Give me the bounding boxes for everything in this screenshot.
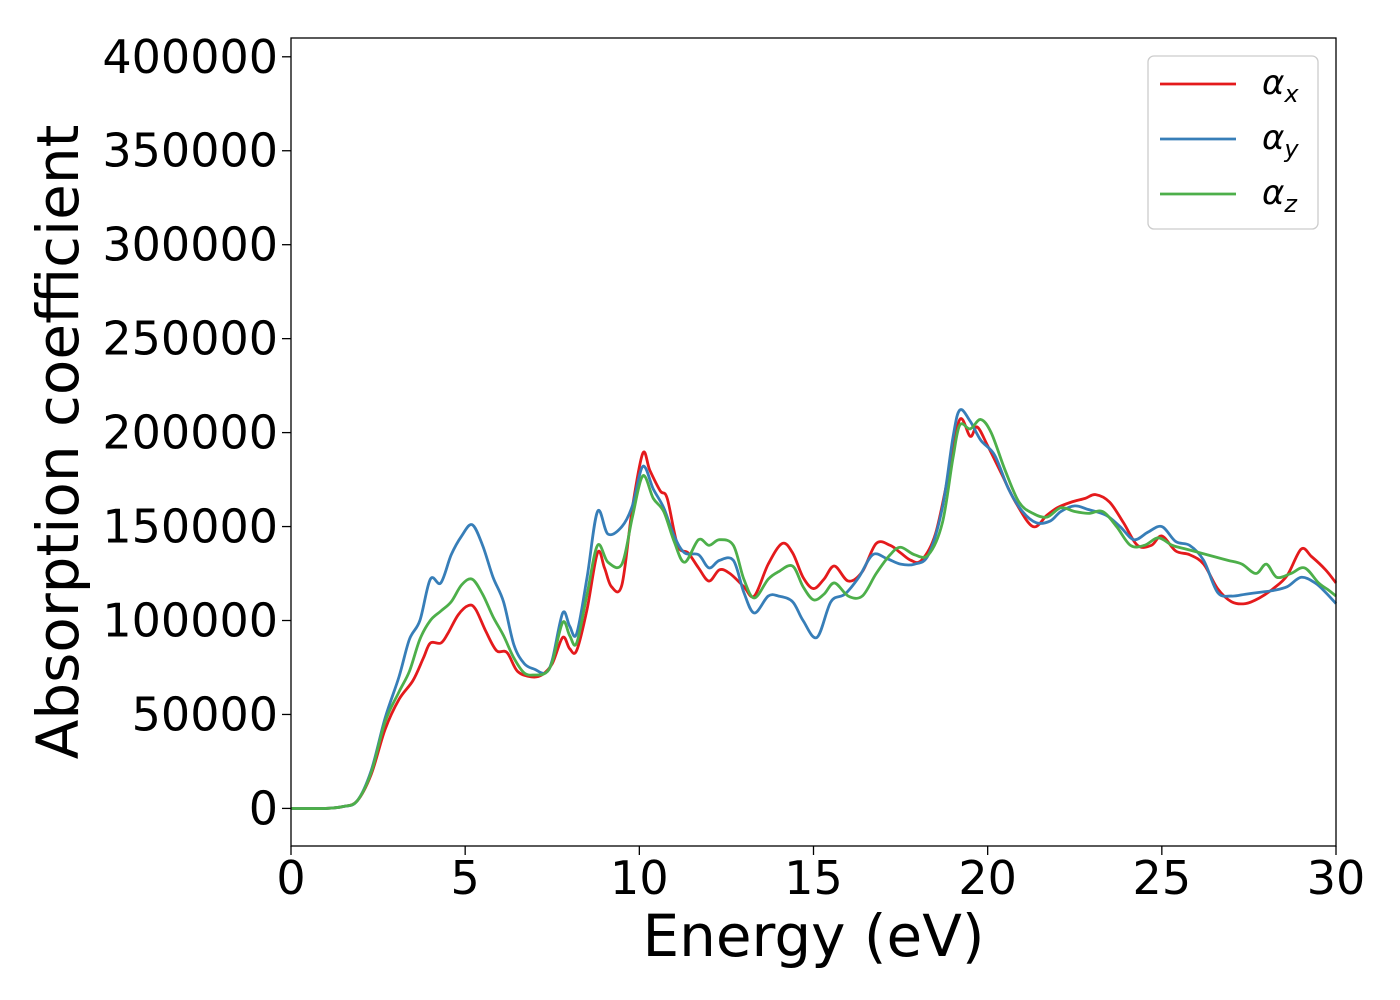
y-axis-title: Absorption coefficient	[24, 125, 92, 760]
y-tick-label: 350000	[102, 124, 278, 178]
y-tick-label: 300000	[102, 218, 278, 272]
x-tick-label: 0	[276, 851, 305, 905]
x-axis: 0 5 10 15 20 25 30	[276, 846, 1365, 905]
x-axis-title: Energy (eV)	[642, 902, 984, 970]
legend-label-z: αz	[1262, 173, 1298, 218]
x-tick-label: 5	[451, 851, 480, 905]
legend-label-x: αx	[1262, 63, 1299, 108]
y-tick-label: 400000	[102, 30, 278, 84]
legend-label-y: αy	[1262, 118, 1299, 163]
series-line-y	[290, 408, 1338, 810]
x-tick-label: 20	[958, 851, 1017, 905]
series-layer	[290, 408, 1338, 810]
y-tick-label: 100000	[102, 594, 278, 648]
y-tick-label: 50000	[132, 687, 278, 741]
y-tick-label: 150000	[102, 500, 278, 554]
y-tick-label: 200000	[102, 406, 278, 460]
legend: αx αy αz	[1147, 55, 1319, 230]
legend-box	[1147, 55, 1319, 230]
y-tick-label: 0	[249, 781, 278, 835]
x-tick-label: 10	[610, 851, 669, 905]
x-tick-label: 30	[1307, 851, 1366, 905]
y-axis: 0 50000 100000 150000 200000 250000 300000 3500…	[102, 30, 291, 835]
series-line-z	[290, 418, 1337, 810]
x-tick-label: 15	[784, 851, 843, 905]
x-tick-label: 25	[1133, 851, 1192, 905]
y-tick-label: 250000	[102, 312, 278, 366]
